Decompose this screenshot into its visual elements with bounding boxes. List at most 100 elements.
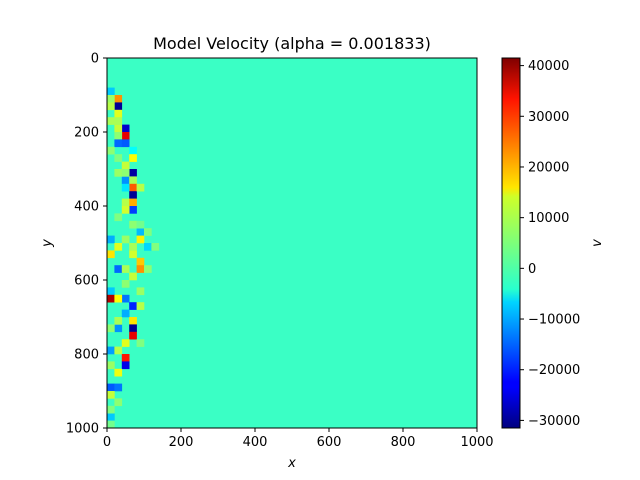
- heatmap-cell: [107, 413, 115, 421]
- heatmap-cell: [107, 294, 115, 303]
- heatmap-cell: [129, 250, 137, 259]
- heatmap-cell: [114, 346, 123, 355]
- heatmap-cell: [114, 243, 123, 251]
- heatmap-cell: [107, 383, 115, 392]
- heatmap-cell: [121, 176, 130, 185]
- y-axis: 0 200 400 600 800 1000: [66, 52, 107, 437]
- colorbar-tick-label: 20000: [528, 160, 569, 175]
- colorbar: [501, 57, 521, 429]
- heatmap-cell: [136, 257, 145, 266]
- heatmap-cell: [107, 235, 115, 244]
- heatmap-cell: [107, 102, 115, 111]
- colorbar-tick-label: −20000: [528, 363, 580, 378]
- heatmap-cell: [114, 265, 123, 273]
- x-tick-label: 600: [317, 435, 342, 450]
- heatmap-cell: [107, 87, 115, 96]
- heatmap-cell: [114, 109, 123, 118]
- heatmap-cell: [129, 317, 137, 325]
- heatmap-cell: [114, 102, 123, 111]
- heatmap-cell: [121, 361, 130, 370]
- plot-frame: [106, 57, 478, 429]
- heatmap-cell: [107, 391, 115, 399]
- heatmap-cell: [136, 339, 145, 347]
- heatmap-cell: [114, 132, 123, 140]
- heatmap-cell: [121, 169, 130, 177]
- y-tick-label: 1000: [66, 422, 99, 437]
- colorbar-tick-label: −10000: [528, 313, 580, 328]
- colorbar-tick-label: 40000: [528, 59, 569, 74]
- heatmap-cell: [107, 346, 115, 355]
- heatmap-cell: [121, 265, 130, 273]
- heatmap-cell: [121, 235, 130, 244]
- heatmap-cell: [136, 235, 145, 244]
- heatmap-cell: [136, 302, 145, 310]
- heatmap-cell: [129, 206, 137, 214]
- heatmap-cell: [129, 220, 137, 229]
- y-tick-label: 400: [74, 200, 99, 215]
- heatmap-cell: [136, 265, 145, 273]
- heatmap-cell: [114, 95, 123, 103]
- heatmap-cell: [114, 117, 123, 125]
- heatmap-cell: [114, 317, 123, 325]
- heatmap-cell: [107, 146, 115, 155]
- heatmap-cell: [129, 198, 137, 207]
- heatmap-cell: [114, 154, 123, 162]
- heatmap-cell: [107, 361, 115, 370]
- x-tick-label: 200: [169, 435, 194, 450]
- colorbar-axis: −30000 −20000 −10000 0 10000 20000 30000 40000: [520, 59, 580, 429]
- heatmap-cell: [129, 302, 137, 310]
- heatmap-cell: [107, 420, 115, 428]
- heatmap-cell: [121, 280, 130, 288]
- y-tick-label: 800: [74, 348, 99, 363]
- colorbar-label: v: [590, 239, 605, 247]
- heatmap-cell: [121, 139, 130, 148]
- heatmap-cell: [107, 250, 115, 259]
- heatmap-cell: [136, 287, 145, 296]
- colorbar-tick-label: −30000: [528, 414, 580, 429]
- heatmap-cell: [121, 132, 130, 140]
- heatmap-cell: [129, 169, 137, 177]
- chart-title: Model Velocity (alpha = 0.001833): [153, 34, 431, 53]
- heatmap-cell: [114, 139, 123, 148]
- heatmap-cell: [129, 243, 137, 251]
- heatmap-cell: [114, 398, 123, 407]
- x-tick-label: 1000: [460, 435, 493, 450]
- heatmap-plot-area: [107, 58, 477, 428]
- heatmap-cell: [121, 124, 130, 133]
- colorbar-tick-label: 30000: [528, 110, 569, 125]
- heatmap-cell: [129, 191, 137, 199]
- heatmap-cell: [129, 154, 137, 162]
- y-tick-label: 600: [74, 274, 99, 289]
- heatmap-cell: [129, 324, 137, 333]
- heatmap-cell: [129, 176, 137, 185]
- heatmap-cell: [144, 228, 152, 236]
- heatmap-cell: [129, 183, 137, 192]
- heatmap-cell: [114, 169, 123, 177]
- colorbar-tick-label: 0: [528, 262, 536, 277]
- heatmap-cell: [136, 183, 145, 192]
- heatmap-cell: [121, 206, 130, 214]
- heatmap-cell: [121, 183, 130, 192]
- heatmap-cell: [114, 294, 123, 303]
- heatmap-cell: [107, 287, 115, 296]
- heatmap-cell: [136, 220, 145, 229]
- heatmap-cell: [129, 272, 137, 281]
- x-axis: 0 200 400 600 800 1000: [103, 428, 494, 450]
- y-tick-label: 200: [74, 126, 99, 141]
- heatmap-cell: [107, 95, 115, 103]
- heatmap-cell: [114, 124, 123, 133]
- heatmap-cell: [114, 324, 123, 333]
- x-axis-label: x: [287, 456, 296, 471]
- heatmap-cell: [121, 198, 130, 207]
- heatmap-cell: [107, 117, 115, 125]
- x-tick-label: 400: [243, 435, 268, 450]
- heatmap-cell: [144, 265, 152, 273]
- heatmap-cell: [107, 405, 115, 414]
- heatmap-cell: [121, 354, 130, 362]
- heatmap-cell: [107, 324, 115, 333]
- heatmap-cell: [121, 309, 130, 318]
- heatmap-background: [107, 58, 477, 428]
- heatmap-cell: [121, 161, 130, 170]
- y-tick-label: 0: [91, 52, 99, 67]
